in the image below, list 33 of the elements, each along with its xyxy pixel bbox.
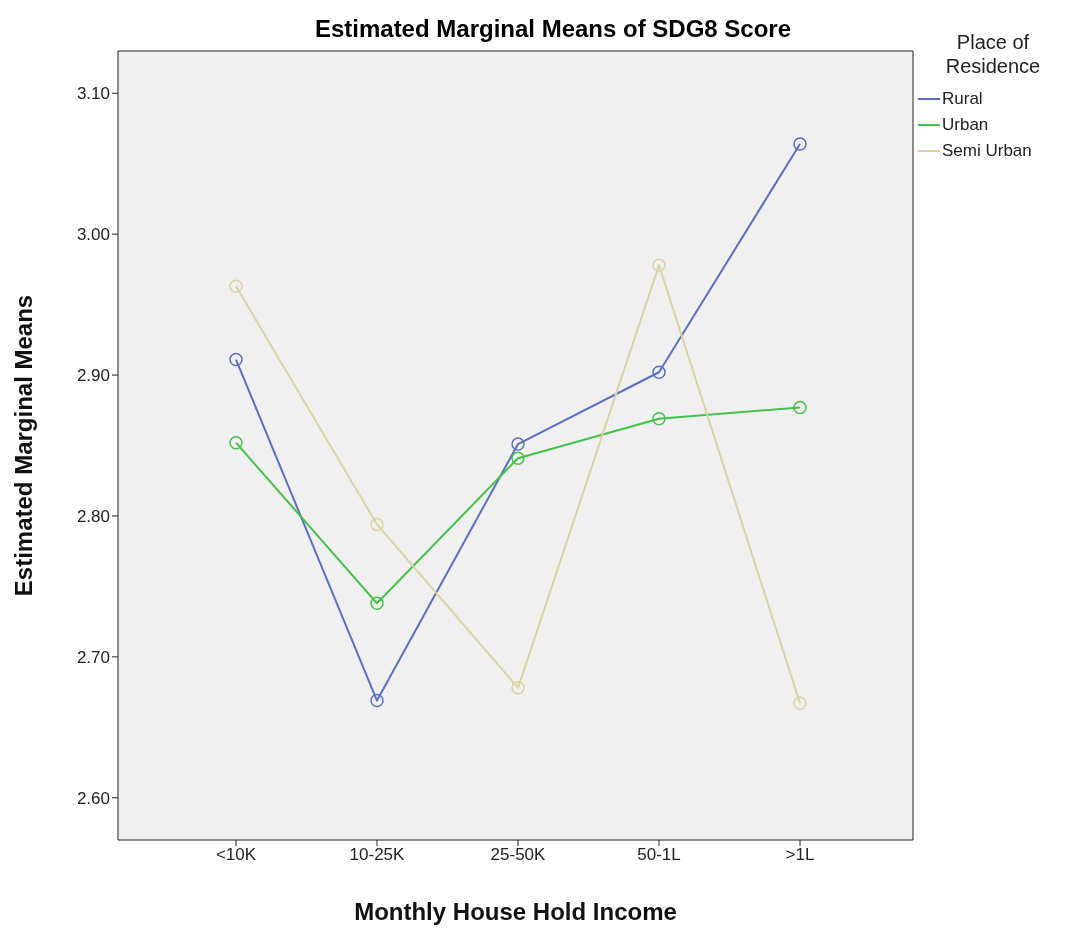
y-tick-label: 2.60 xyxy=(76,788,110,808)
legend-label: Semi Urban xyxy=(942,141,1032,161)
point xyxy=(511,437,525,451)
point xyxy=(511,451,525,465)
y-tick-label: 3.10 xyxy=(76,84,110,104)
point xyxy=(793,400,807,415)
point xyxy=(652,411,666,426)
point xyxy=(652,258,666,272)
x-tick-label: 50-1L xyxy=(637,845,681,865)
point xyxy=(370,596,384,611)
legend-label: Rural xyxy=(942,89,983,109)
point xyxy=(229,352,243,367)
x-axis-title: Monthly House Hold Income xyxy=(354,898,677,925)
point xyxy=(370,693,384,708)
y-axis-title: Estimated Marginal Means xyxy=(9,294,37,597)
point xyxy=(793,137,807,151)
y-tick-label: 2.90 xyxy=(76,366,110,386)
y-tick-label: 2.70 xyxy=(76,647,110,667)
x-tick-label: 10-25K xyxy=(349,845,406,865)
point xyxy=(370,517,384,532)
point xyxy=(652,365,666,379)
x-tick-label: >1L xyxy=(785,845,815,865)
point xyxy=(229,279,243,294)
x-tick-label: <10K xyxy=(215,845,257,865)
y-tick-label: 2.80 xyxy=(76,506,110,526)
y-tick-label: 3.00 xyxy=(76,225,110,245)
x-tick-label: 25-50K xyxy=(490,845,547,865)
legend-label: Urban xyxy=(942,115,989,135)
legend-title: Place of Residence xyxy=(944,30,1042,78)
point xyxy=(229,435,243,450)
point xyxy=(793,696,807,711)
point xyxy=(511,681,525,695)
chart-title: Estimated Marginal Means of SDG8 Score xyxy=(314,15,792,42)
